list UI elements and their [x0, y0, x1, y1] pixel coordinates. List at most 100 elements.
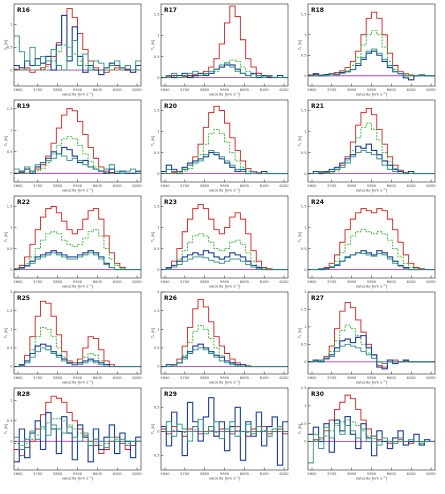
- x-tick-label: 6200: [132, 472, 142, 476]
- x-tick-label: 5900: [73, 88, 83, 92]
- x-axis-label: velocity [km s⁻¹]: [209, 188, 241, 193]
- x-tick-label: 5700: [33, 472, 43, 476]
- x-tick-label: 6100: [260, 280, 270, 284]
- panel-title: R29: [164, 391, 177, 398]
- spectrum-panel: 5600 5700 5800 5900 6000 6100 6200 -0.5 0 0.5 velo…: [150, 387, 289, 481]
- series-line: [161, 250, 288, 271]
- x-tick-label: 6200: [279, 88, 289, 92]
- x-tick-label: 6100: [407, 184, 417, 188]
- y-tick-label: 0: [157, 76, 160, 80]
- y-tick-label: 0.5: [7, 45, 13, 49]
- y-tick-label: 0: [304, 440, 307, 444]
- y-tick-label: 0.5: [154, 346, 160, 350]
- y-tick-label: 1: [10, 23, 12, 27]
- spectrum-panel: 5600 5700 5800 5900 6000 6100 6200 0 0.5 1 1.5 velo…: [150, 195, 289, 289]
- x-tick-label: 6000: [387, 88, 397, 92]
- spectrum-panel: 5600 5700 5800 5900 6000 6100 6200 0 0.5 1 1.5 velo…: [150, 3, 289, 97]
- y-tick-label: 1.5: [154, 13, 160, 17]
- series-line: [14, 136, 141, 174]
- x-tick-label: 6000: [387, 280, 397, 284]
- x-tick-label: 6200: [279, 472, 289, 476]
- y-axis-label: Tₑ [K]: [3, 135, 8, 147]
- x-axis-label: velocity [km s⁻¹]: [209, 476, 241, 481]
- y-tick-label: 1.5: [301, 308, 307, 312]
- x-tick-label: 6100: [260, 88, 270, 92]
- series-line: [14, 347, 141, 367]
- y-axis-label: Tₑ [K]: [150, 423, 155, 435]
- x-tick-label: 5800: [53, 184, 63, 188]
- y-axis-label: Tₑ [K]: [297, 327, 302, 339]
- x-axis-label: velocity [km s⁻¹]: [356, 92, 388, 97]
- series-line: [14, 252, 141, 271]
- x-tick-label: 5600: [307, 472, 317, 476]
- x-tick-label: 5900: [367, 472, 377, 476]
- y-axis-label: Tₑ [K]: [3, 423, 8, 435]
- y-tick-label: 0.5: [301, 53, 307, 57]
- y-tick-label: 1: [157, 327, 159, 331]
- y-tick-label: 0.5: [154, 247, 160, 251]
- panel-title: R23: [164, 199, 177, 206]
- plot-frame: [160, 3, 289, 87]
- x-tick-label: 5600: [13, 376, 23, 380]
- y-axis-label: Tₑ [K]: [3, 327, 8, 339]
- x-axis-label: velocity [km s⁻¹]: [62, 188, 94, 193]
- series-line: [14, 412, 141, 463]
- x-tick-label: 5800: [53, 88, 63, 92]
- x-tick-label: 6000: [387, 376, 397, 380]
- x-tick-label: 5700: [327, 472, 337, 476]
- x-tick-label: 6100: [113, 184, 123, 188]
- series-line: [308, 250, 435, 271]
- y-tick-label: 1.5: [301, 109, 307, 113]
- x-tick-label: 6000: [93, 472, 103, 476]
- series-line: [161, 418, 288, 442]
- y-tick-label: 1: [10, 399, 12, 403]
- x-tick-label: 5700: [180, 184, 190, 188]
- x-tick-label: 5600: [160, 472, 170, 476]
- y-axis-label: Tₑ [K]: [150, 135, 155, 147]
- y-tick-label: 0.5: [301, 247, 307, 251]
- x-tick-label: 5900: [220, 280, 230, 284]
- series-line: [14, 300, 141, 367]
- y-tick-label: 0.5: [7, 346, 13, 350]
- y-tick-label: 1.5: [154, 205, 160, 209]
- x-tick-label: 6000: [240, 472, 250, 476]
- y-tick-label: 2: [157, 290, 159, 294]
- x-tick-label: 6000: [240, 280, 250, 284]
- x-tick-label: 6200: [279, 376, 289, 380]
- x-tick-label: 6000: [240, 88, 250, 92]
- x-axis-label: velocity [km s⁻¹]: [209, 284, 241, 289]
- x-tick-label: 5800: [347, 184, 357, 188]
- spectrum-panel: 5600 5700 5800 5900 6000 6100 6200 0 0.5 1 1.5 2 vel…: [297, 290, 436, 384]
- series-line: [14, 153, 141, 174]
- x-tick-label: 5900: [73, 184, 83, 188]
- y-tick-label: 1.5: [7, 107, 13, 111]
- x-tick-label: 5600: [13, 280, 23, 284]
- x-tick-label: 5900: [367, 376, 377, 380]
- y-tick-label: 0: [10, 172, 13, 176]
- x-tick-label: 5800: [200, 88, 210, 92]
- panel-title: R17: [164, 7, 177, 14]
- panel-title: R30: [311, 391, 324, 398]
- panel-title: R24: [311, 199, 324, 206]
- y-tick-label: 0.5: [7, 150, 13, 154]
- y-axis-label: Tₑ [K]: [297, 135, 302, 147]
- x-tick-label: 6000: [240, 184, 250, 188]
- x-axis-label: velocity [km s⁻¹]: [209, 92, 241, 97]
- x-tick-label: 5800: [347, 88, 357, 92]
- series-line: [14, 424, 141, 450]
- x-tick-label: 5700: [33, 184, 43, 188]
- x-tick-label: 5600: [13, 472, 23, 476]
- spectrum-panel: 5600 5700 5800 5900 6000 6100 6200 0 0.5 1 velocit…: [3, 3, 142, 97]
- y-tick-label: 1: [304, 33, 306, 37]
- y-tick-label: 0.5: [154, 405, 160, 409]
- x-tick-label: 5700: [180, 280, 190, 284]
- x-tick-label: 5900: [220, 88, 230, 92]
- series-line: [14, 343, 141, 368]
- y-tick-label: 0.5: [7, 247, 13, 251]
- y-tick-label: 2: [304, 290, 306, 294]
- x-tick-label: 5800: [200, 184, 210, 188]
- x-tick-label: 6100: [407, 280, 417, 284]
- series-line: [14, 229, 141, 271]
- x-tick-label: 5900: [220, 184, 230, 188]
- series-line: [308, 30, 435, 77]
